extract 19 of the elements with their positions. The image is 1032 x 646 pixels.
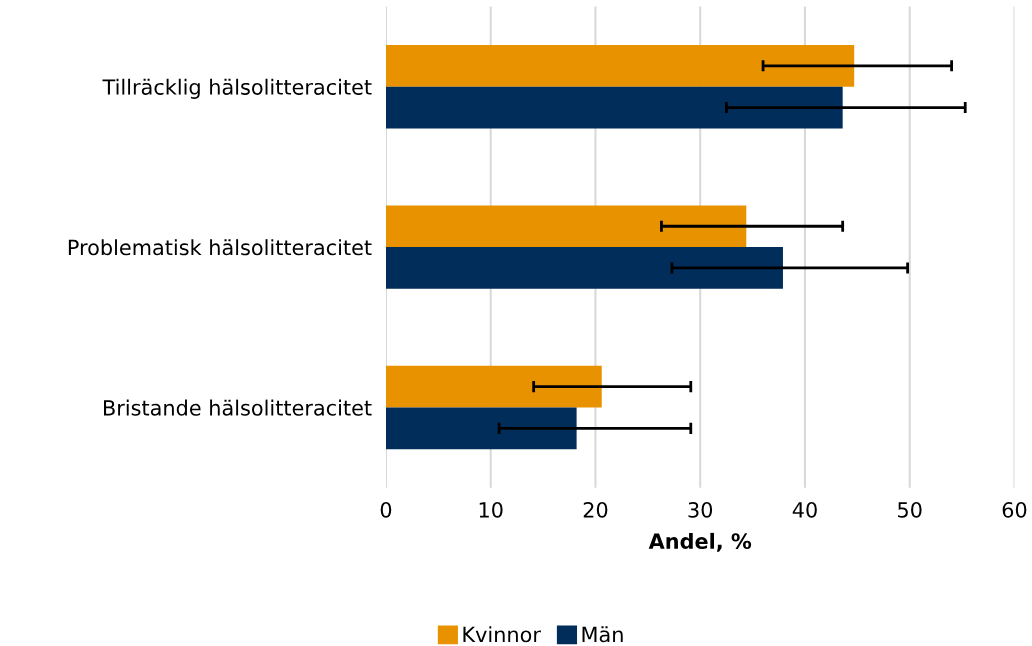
bar: [385, 365, 602, 408]
bar: [385, 407, 577, 450]
bar: [385, 247, 783, 289]
legend-label: Män: [582, 626, 623, 643]
x-tick-label: 0: [380, 501, 392, 518]
y-tick-label: Problematisk hälsolitteracitet: [68, 239, 372, 256]
x-tick-label: 60: [1002, 501, 1027, 518]
x-tick-label: 10: [479, 501, 503, 518]
x-tick-label: 20: [583, 501, 608, 518]
x-tick-label: 30: [688, 501, 713, 518]
x-axis-title: Andel, %: [648, 532, 752, 552]
y-tick-label: Bristande hälsolitteracitet: [104, 399, 372, 416]
bar: [385, 86, 843, 129]
x-tick-label: 40: [792, 501, 817, 518]
x-tick-label: 50: [898, 501, 922, 518]
legend-label: Kvinnor: [463, 626, 541, 643]
y-tick-label: Tillräcklig hälsolitteracitet: [102, 78, 372, 99]
bar: [385, 44, 855, 87]
bar: [385, 205, 747, 248]
